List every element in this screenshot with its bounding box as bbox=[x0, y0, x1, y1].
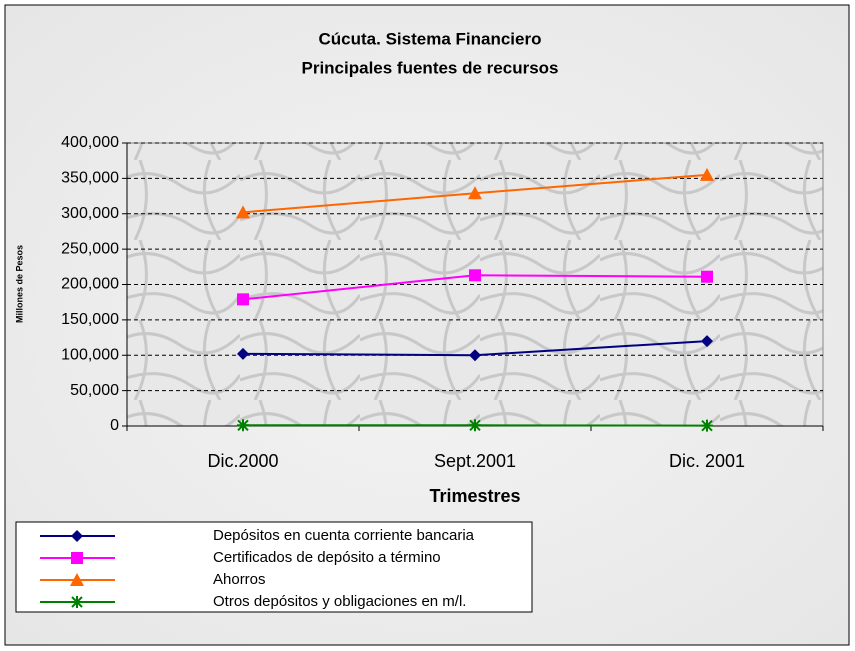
y-tick-label: 150,000 bbox=[61, 311, 119, 328]
y-tick-label: 400,000 bbox=[61, 134, 119, 151]
marker bbox=[469, 269, 481, 282]
legend-marker bbox=[71, 530, 83, 542]
legend-marker bbox=[70, 573, 84, 586]
y-tick-label: 0 bbox=[110, 417, 119, 434]
chart-title: Cúcuta. Sistema Financiero bbox=[319, 29, 542, 48]
y-tick-label: 250,000 bbox=[61, 240, 119, 257]
marker bbox=[469, 349, 481, 362]
marker bbox=[701, 335, 713, 348]
legend-label: Certificados de depósito a término bbox=[213, 549, 441, 566]
x-tick-label: Dic.2000 bbox=[207, 451, 278, 471]
y-tick-label: 200,000 bbox=[61, 276, 119, 293]
y-tick-label: 100,000 bbox=[61, 346, 119, 363]
marker bbox=[701, 419, 713, 432]
legend-marker bbox=[71, 596, 83, 608]
marker bbox=[468, 186, 482, 200]
marker bbox=[236, 205, 250, 219]
marker bbox=[700, 167, 714, 181]
y-axis-title: Millones de Pesos bbox=[14, 245, 24, 323]
y-tick-label: 300,000 bbox=[61, 205, 119, 222]
x-axis-title: Trimestres bbox=[429, 486, 520, 506]
legend-marker bbox=[71, 552, 83, 564]
legend-label: Ahorros bbox=[213, 571, 266, 588]
legend-label: Depósitos en cuenta corriente bancaria bbox=[213, 527, 475, 544]
chart-subtitle: Principales fuentes de recursos bbox=[302, 58, 559, 77]
marker bbox=[237, 347, 249, 360]
legend-label: Otros depósitos y obligaciones en m/l. bbox=[213, 593, 466, 610]
marker bbox=[469, 419, 481, 432]
x-tick-label: Dic. 2001 bbox=[669, 451, 745, 471]
x-tick-label: Sept.2001 bbox=[434, 451, 516, 471]
y-tick-label: 350,000 bbox=[61, 170, 119, 187]
y-tick-label: 50,000 bbox=[70, 382, 119, 399]
marker bbox=[701, 270, 713, 283]
marker bbox=[237, 419, 249, 432]
marker bbox=[237, 293, 249, 306]
